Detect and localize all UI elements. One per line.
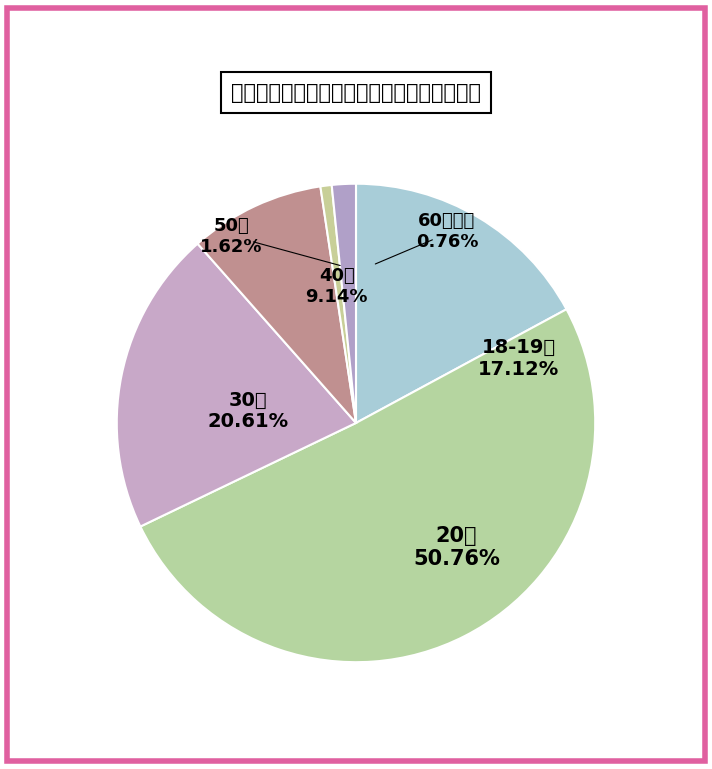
Wedge shape <box>320 185 356 423</box>
Wedge shape <box>332 184 356 423</box>
Wedge shape <box>117 244 356 527</box>
Text: 30代
20.61%: 30代 20.61% <box>208 391 289 431</box>
Text: 50代
1.62%: 50代 1.62% <box>200 217 263 256</box>
Wedge shape <box>356 184 567 423</box>
Text: 18-19歳
17.12%: 18-19歳 17.12% <box>478 338 560 379</box>
Wedge shape <box>198 186 356 423</box>
Wedge shape <box>140 309 595 662</box>
Title: 鳥取県のワクワクメール：女性会員の年齢層: 鳥取県のワクワクメール：女性会員の年齢層 <box>231 83 481 103</box>
Text: 60代以上
0.76%: 60代以上 0.76% <box>416 212 478 251</box>
Text: 20代
50.76%: 20代 50.76% <box>413 526 500 569</box>
Text: 40代
9.14%: 40代 9.14% <box>305 267 368 306</box>
